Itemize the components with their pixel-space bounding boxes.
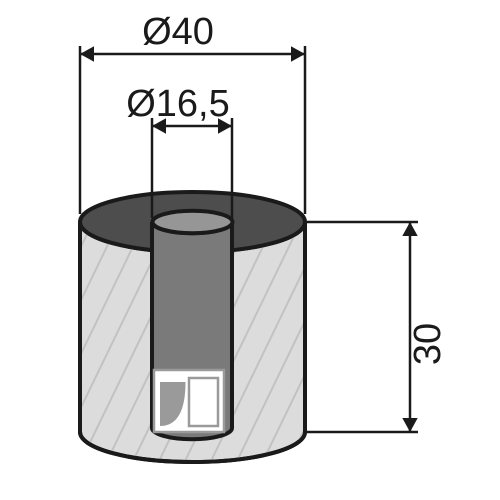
- dim-label-height: 30: [407, 323, 449, 365]
- dim-label-outer-d: Ø40: [142, 11, 214, 53]
- logo-mark: [154, 370, 224, 432]
- dim-label-inner-d: Ø16,5: [126, 83, 230, 125]
